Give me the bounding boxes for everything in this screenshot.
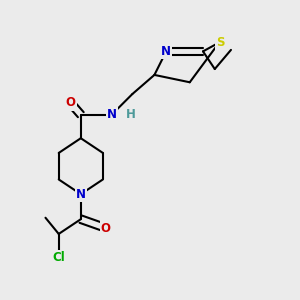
Text: O: O (101, 221, 111, 235)
Text: O: O (65, 96, 76, 110)
Text: H: H (126, 108, 136, 121)
Text: S: S (216, 36, 225, 49)
Text: N: N (107, 108, 117, 121)
Text: N: N (76, 188, 86, 201)
Text: N: N (161, 45, 171, 58)
Text: Cl: Cl (52, 251, 65, 264)
